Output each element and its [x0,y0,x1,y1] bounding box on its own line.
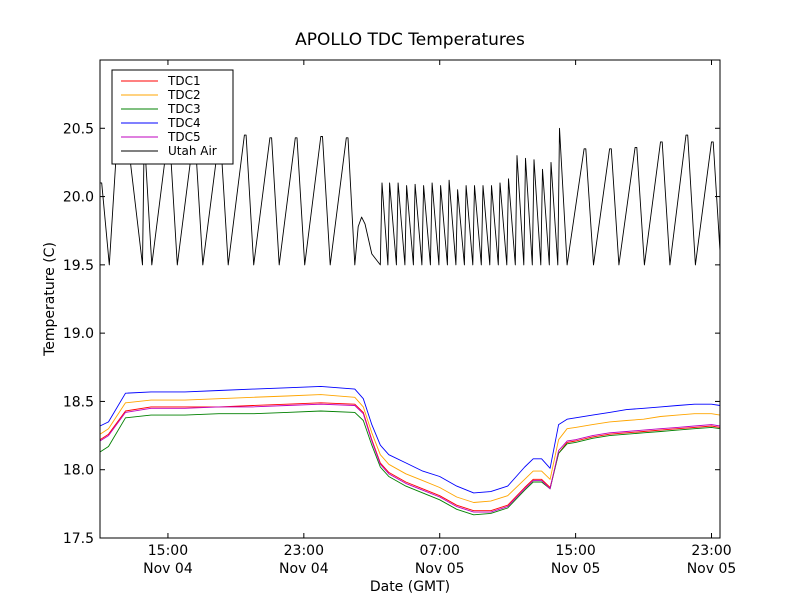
x-axis-label: Date (GMT) [370,579,450,595]
series-line-tdc4 [99,385,721,494]
x-tick-date-label: Nov 04 [279,561,329,577]
legend-label: TDC3 [167,102,201,116]
y-tick-label: 17.5 [63,531,94,547]
legend-box [111,69,234,165]
x-tick-time-label: 23:00 [691,543,731,559]
x-tick-date-label: Nov 05 [415,561,465,577]
y-tick-label: 20.0 [63,190,94,206]
y-tick-label: 19.0 [63,326,94,342]
legend-label: Utah Air [168,144,217,158]
y-axis-label: Temperature (C) [42,242,58,357]
x-tick-time-label: 07:00 [420,543,460,559]
x-tick-date-label: Nov 04 [143,561,193,577]
series-line-utah-air [100,127,721,266]
y-tick-label: 19.5 [63,258,94,274]
series-line-tdc3 [99,410,721,516]
y-tick-label: 20.5 [63,121,94,137]
x-tick-date-label: Nov 05 [551,561,601,577]
x-tick-time-label: 15:00 [555,543,595,559]
y-tick-label: 18.0 [63,463,94,479]
series-layer [99,127,721,516]
chart-title: APOLLO TDC Temperatures [295,30,525,50]
legend-label: TDC4 [167,116,201,130]
legend-label: TDC2 [167,88,201,102]
legend-label: TDC1 [167,74,201,88]
plot-frame [99,59,721,539]
x-tick-time-label: 23:00 [284,543,324,559]
series-line-tdc2 [99,394,721,503]
ticks-layer: 17.5 18.0 18.5 19.0 19.5 20.0 20.5 15:00 Nov 04 2… [63,60,736,577]
x-tick-time-label: 15:00 [148,543,188,559]
series-line-tdc5 [99,403,721,513]
y-tick-label: 18.5 [63,394,94,410]
series-line-tdc1 [99,402,721,512]
x-tick-date-label: Nov 05 [687,561,737,577]
legend-label: TDC5 [167,130,201,144]
